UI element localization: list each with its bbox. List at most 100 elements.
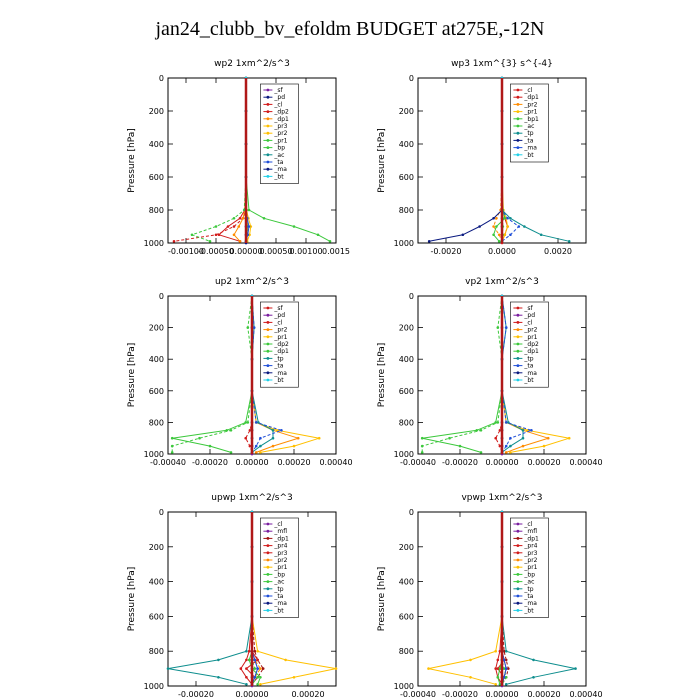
legend-marker — [266, 357, 270, 360]
legend-label: _cl — [523, 87, 532, 94]
y-tick-label: 1000 — [144, 682, 164, 691]
series-point-pr1 — [503, 233, 507, 237]
y-tick-label: 800 — [399, 206, 414, 215]
series-point-tp — [574, 667, 577, 670]
series-line-dp2 — [421, 295, 503, 453]
legend-label: _dp1 — [273, 348, 289, 355]
series-point-tp — [509, 216, 512, 220]
legend-label: _ma — [523, 145, 537, 152]
legend-marker — [516, 551, 520, 555]
series-point-ta — [254, 444, 258, 448]
legend-label: _bp — [523, 571, 535, 578]
legend-marker — [516, 587, 520, 591]
series-point-ta — [253, 658, 257, 662]
series-point-pr4 — [496, 658, 500, 662]
legend-marker — [266, 139, 270, 142]
series-point-dp1 — [253, 649, 257, 653]
series-point-ta — [259, 436, 262, 440]
series-point-pr2 — [546, 436, 550, 440]
series-point-ta — [254, 421, 258, 424]
legend-label: _pr4 — [273, 543, 287, 550]
series-point-dp1 — [225, 429, 229, 432]
legend-label: _tp — [273, 355, 283, 362]
y-tick-label: 600 — [149, 612, 164, 621]
x-tick-label: 0.00020 — [527, 690, 560, 699]
x-tick-label: 0.00100 — [289, 247, 322, 256]
legend-marker — [516, 306, 520, 310]
plot-frame — [167, 77, 337, 244]
y-tick-label: 1000 — [394, 239, 414, 248]
y-axis-label: Pressure [hPa] — [377, 343, 387, 408]
legend-label: _cl — [273, 521, 282, 528]
series-point-pr1 — [259, 682, 262, 686]
x-tick-label: 0.00000 — [485, 458, 518, 467]
chart-panel-4: vp2 1xm^2/s^3 Pressure [hPa] 0 200 400 600 800… — [377, 277, 603, 467]
series-point-ta — [504, 444, 508, 448]
y-tick-label: 1000 — [394, 450, 414, 459]
series-point-cl — [494, 436, 498, 440]
legend-marker — [266, 131, 270, 135]
legend-marker — [516, 537, 520, 540]
series-point-dp2 — [420, 451, 424, 454]
legend-label: _ac — [273, 152, 284, 159]
series-point-dp2 — [479, 429, 483, 432]
legend-marker — [266, 160, 270, 164]
series-point-cl — [248, 444, 252, 448]
legend-label: _pr3 — [273, 123, 287, 130]
series-point-pr1 — [259, 451, 262, 454]
series-point-dp2 — [170, 451, 174, 454]
legend-label: _ta — [273, 159, 283, 166]
legend-label: _cl — [523, 319, 532, 326]
panel-title: wp3 1xm^{3} s^{-4} — [451, 59, 553, 69]
chart-panel-5: upwp 1xm^2/s^3 Pressure [hPa] 0 200 400 600 80… — [127, 493, 338, 699]
legend-marker — [516, 88, 520, 92]
legend-marker — [516, 95, 520, 99]
series-point-pr2 — [521, 444, 525, 448]
series-point-ac — [253, 667, 257, 670]
legend-label: _bt — [273, 607, 284, 614]
panel-title: wp2 1xm^2/s^3 — [214, 59, 290, 69]
series-point-bp — [498, 667, 502, 670]
legend-label: _tp — [523, 586, 533, 593]
series-point-tp — [217, 676, 220, 679]
series-point-bp — [496, 676, 500, 679]
y-tick-label: 200 — [399, 324, 414, 333]
legend-marker — [516, 609, 520, 612]
series-point-cl — [498, 429, 502, 432]
legend-marker — [266, 88, 270, 92]
legend-marker — [516, 558, 520, 562]
panel-title: vpwp 1xm^2/s^3 — [461, 493, 542, 503]
series-point-tp — [166, 667, 170, 670]
legend-label: _ta — [523, 363, 533, 370]
series-point-ma — [506, 216, 509, 220]
series-point-tp — [271, 429, 275, 432]
series-line-ta — [429, 78, 503, 242]
x-tick-label: 0.00050 — [259, 247, 292, 256]
x-tick-label: -0.00040 — [400, 458, 436, 467]
series-point-cl — [498, 444, 502, 448]
y-axis-label: Pressure [hPa] — [377, 128, 387, 193]
legend-marker — [266, 580, 270, 583]
legend-label: _pr3 — [273, 550, 287, 557]
legend-marker — [266, 601, 270, 605]
series-point-pr2 — [248, 233, 251, 237]
series-point-bp1 — [503, 216, 507, 220]
figure-title: jan24_clubb_bv_efoldm BUDGET at275E,-12N — [155, 18, 545, 40]
legend-label: _pr1 — [273, 137, 287, 144]
series-point-dp1 — [502, 649, 506, 653]
legend-label: _tp — [523, 130, 533, 137]
legend-label: _dp1 — [273, 116, 289, 123]
series-line-dp2 — [171, 295, 253, 453]
series-line-dp1 — [172, 296, 253, 453]
legend-marker — [266, 558, 270, 562]
series-point-bp — [256, 682, 259, 686]
series-point-ma — [517, 225, 521, 228]
legend-label: _dp1 — [523, 535, 539, 542]
legend-label: _cl — [273, 101, 282, 108]
series-point-pr1 — [284, 658, 287, 662]
legend-label: _pr1 — [273, 564, 287, 571]
series-point-dp1 — [261, 667, 265, 670]
panel-title: up2 1xm^2/s^3 — [215, 277, 289, 287]
legend-label: _bt — [523, 377, 534, 384]
legend-marker — [266, 124, 270, 128]
